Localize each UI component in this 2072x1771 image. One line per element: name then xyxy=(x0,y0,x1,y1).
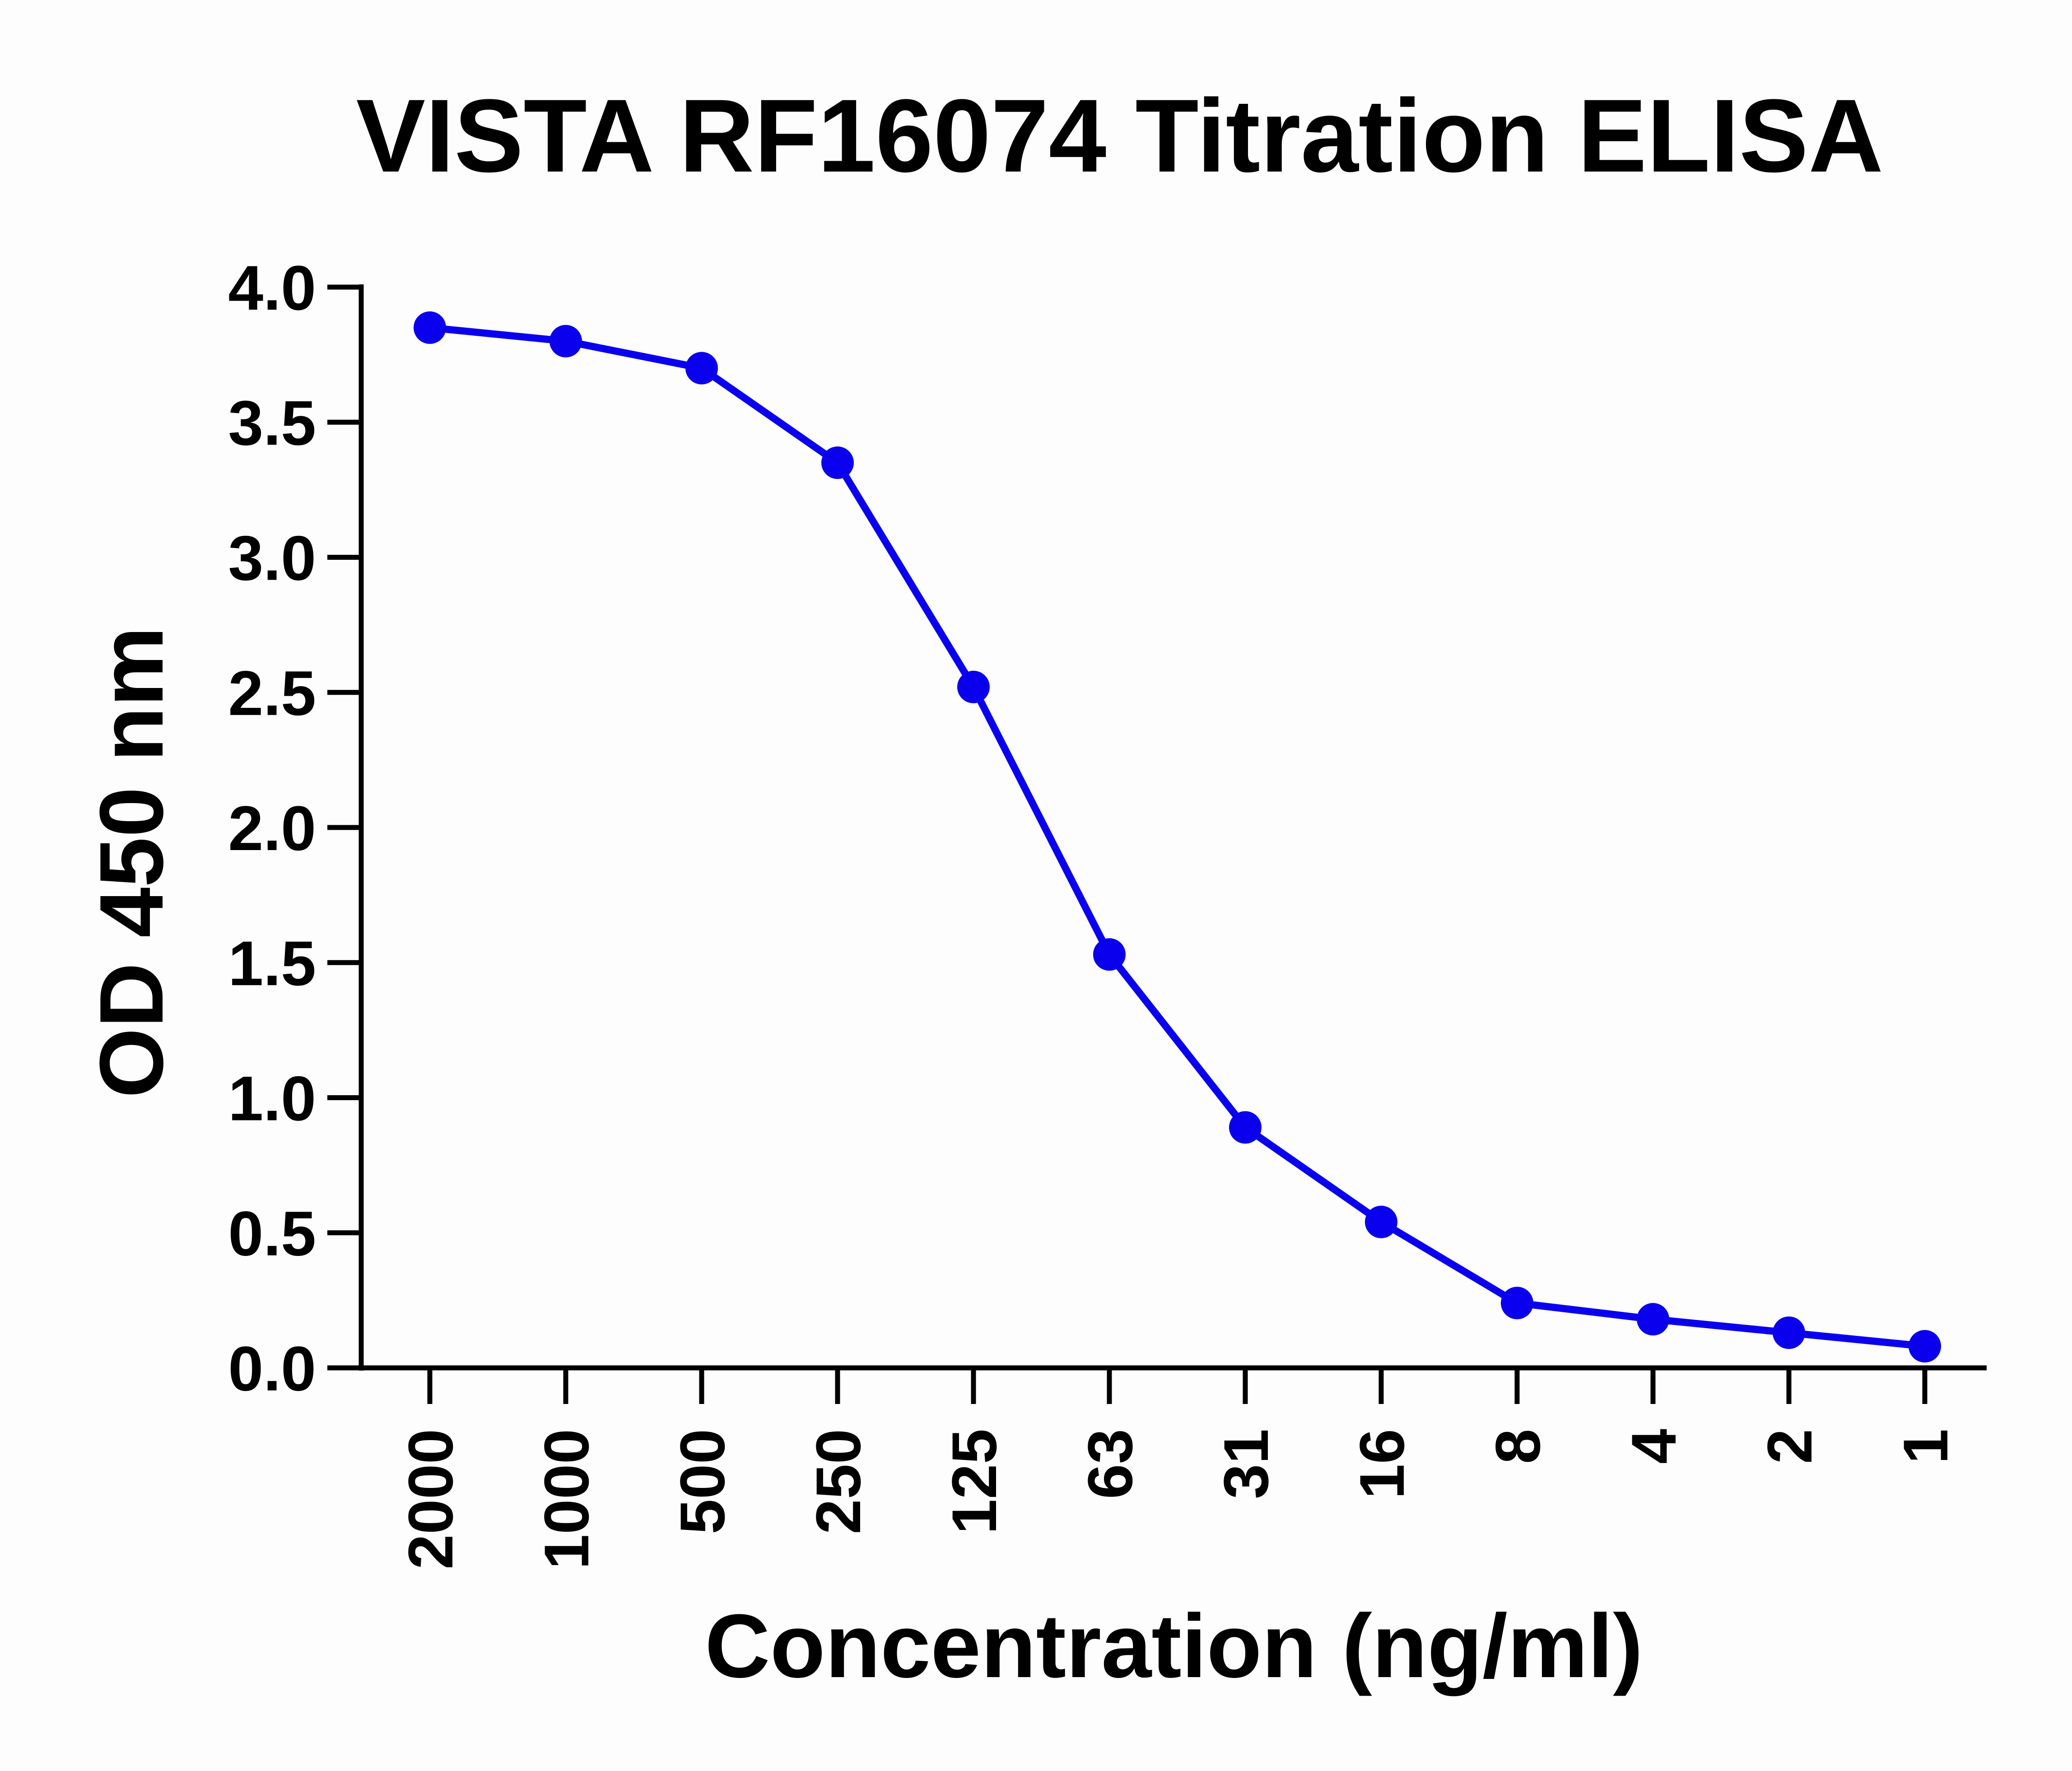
x-tick-label: 16 xyxy=(1346,1429,1417,1499)
y-tick-label: 3.0 xyxy=(228,523,316,594)
data-point xyxy=(821,446,854,479)
data-point xyxy=(549,325,582,358)
x-tick-label: 8 xyxy=(1482,1429,1553,1464)
data-point xyxy=(414,311,446,344)
data-point xyxy=(1365,1205,1397,1238)
data-point xyxy=(1909,1330,1941,1363)
data-point xyxy=(1637,1303,1669,1336)
y-tick-label: 0.0 xyxy=(228,1333,316,1404)
y-tick-label: 3.5 xyxy=(228,387,316,458)
x-tick-label: 1 xyxy=(1890,1429,1961,1464)
data-series xyxy=(414,311,1941,1363)
x-tick-label: 63 xyxy=(1075,1429,1145,1499)
data-point xyxy=(957,670,990,703)
chart-title: VISTA RF16074 Titration ELISA xyxy=(356,78,1884,194)
series-line xyxy=(426,324,1928,1350)
x-axis-label: Concentration (ng/ml) xyxy=(705,1596,1643,1697)
x-tick-label: 500 xyxy=(667,1429,738,1534)
y-axis-label: OD 450 nm xyxy=(81,627,182,1098)
x-tick-label: 125 xyxy=(939,1429,1010,1534)
data-point xyxy=(1773,1316,1805,1349)
y-axis: 0.0 0.5 1.0 1.5 2.0 2.5 3.0 3.5 4.0 xyxy=(228,252,364,1404)
x-axis: 2000 1000 500 250 125 63 31 16 8 4 2 1 xyxy=(327,1365,1987,1569)
x-tick-label: 250 xyxy=(803,1429,874,1534)
y-tick-label: 4.0 xyxy=(228,252,316,323)
y-tick-label: 0.5 xyxy=(228,1198,316,1269)
data-point xyxy=(1229,1111,1262,1144)
data-point xyxy=(1093,938,1126,971)
y-tick-label: 1.0 xyxy=(228,1063,316,1134)
x-tick-label: 1000 xyxy=(531,1429,602,1569)
data-point xyxy=(1501,1287,1533,1320)
x-tick-label: 2 xyxy=(1754,1429,1825,1464)
y-tick-label: 2.5 xyxy=(228,658,316,729)
y-tick-label: 1.5 xyxy=(228,928,316,999)
x-tick-label: 2000 xyxy=(395,1429,466,1569)
x-tick-label: 31 xyxy=(1211,1429,1281,1499)
y-tick-label: 2.0 xyxy=(228,793,316,864)
data-point xyxy=(685,352,718,385)
x-tick-label: 4 xyxy=(1618,1429,1689,1464)
